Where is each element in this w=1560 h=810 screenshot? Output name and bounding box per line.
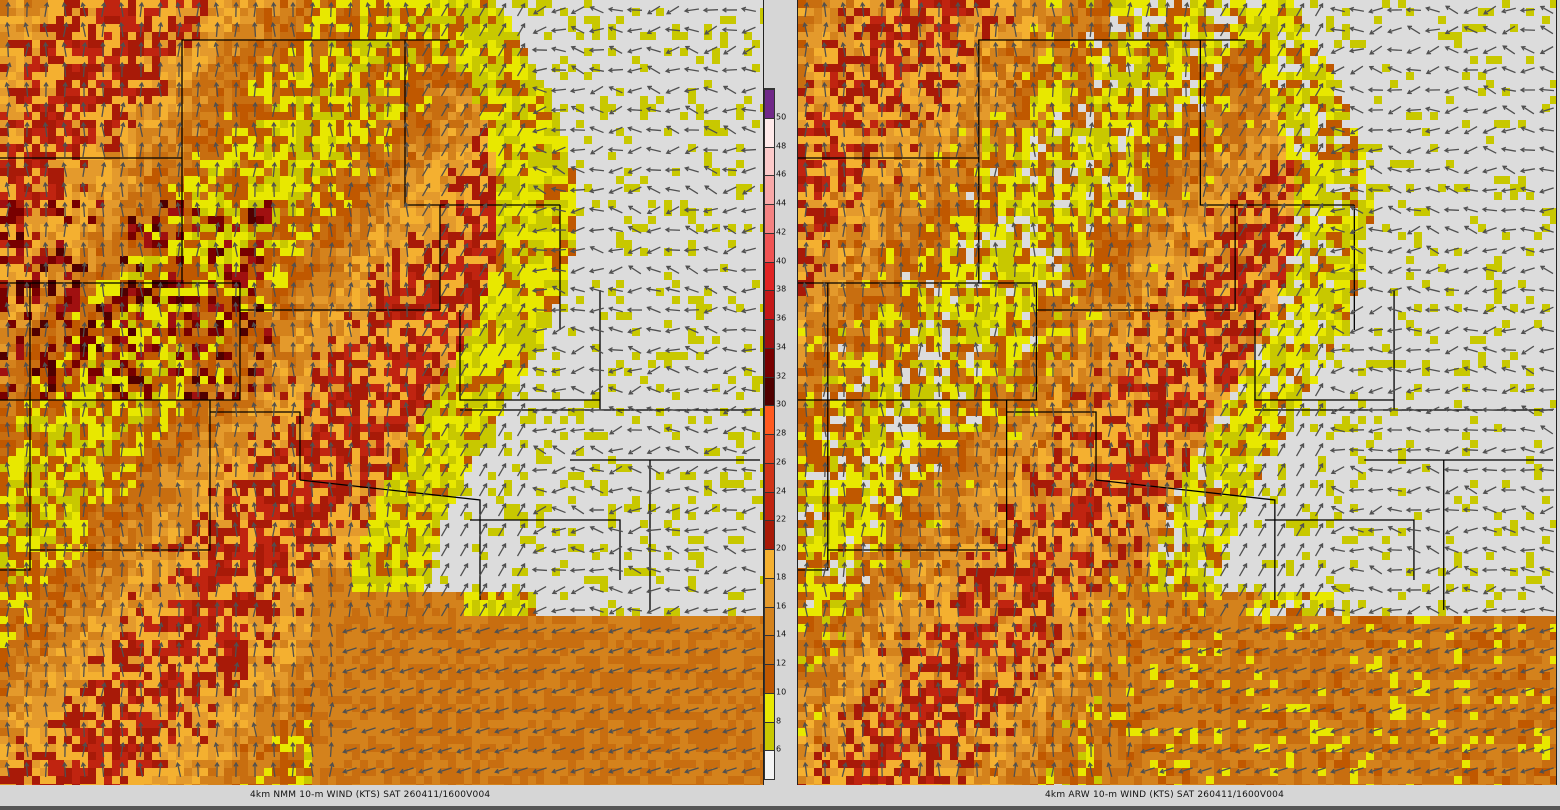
colorbar-label: 48 xyxy=(776,141,787,150)
colorbar-label: 34 xyxy=(776,342,787,352)
colorbar-label: 46 xyxy=(776,169,787,179)
colorbar-bin xyxy=(765,664,774,693)
wind-speed-shading xyxy=(798,0,1556,785)
colorbar-label: 24 xyxy=(776,486,787,495)
colorbar-bin xyxy=(765,750,774,779)
colorbar-label: 6 xyxy=(776,744,782,754)
colorbar-label: 16 xyxy=(776,601,787,610)
colorbar-label: 44 xyxy=(776,198,787,208)
colorbar-label: 50 xyxy=(776,112,787,122)
colorbar-bin xyxy=(765,232,774,262)
nmm-caption: 4km NMM 10-m WIND (KTS) SAT 260411/1600V… xyxy=(250,790,491,800)
colorbar-bin xyxy=(765,520,774,549)
colorbar-label: 12 xyxy=(776,658,787,668)
wind-speed-shading xyxy=(0,0,763,785)
colorbar-label: 26 xyxy=(776,457,787,467)
colorbar-bin xyxy=(765,405,774,434)
colorbar-label: 32 xyxy=(776,371,787,380)
colorbar-label: 38 xyxy=(776,284,787,294)
colorbar-label: 22 xyxy=(776,514,787,524)
colorbar-bin xyxy=(765,635,774,664)
state-boundaries xyxy=(798,39,1554,610)
colorbar-bin xyxy=(765,175,774,204)
colorbar-label: 18 xyxy=(776,572,787,582)
colorbar-label: 42 xyxy=(776,227,787,237)
colorbar-bin xyxy=(765,89,774,118)
colorbar-label: 28 xyxy=(776,428,787,438)
colorbar-label: 30 xyxy=(776,399,787,409)
state-boundaries xyxy=(0,39,760,610)
colorbar-bin xyxy=(765,462,774,492)
nmm-wind-map xyxy=(0,0,764,785)
colorbar-bin xyxy=(765,319,774,348)
colorbar-label: 36 xyxy=(776,313,787,323)
arw-caption: 4km ARW 10-m WIND (KTS) SAT 260411/1600V… xyxy=(1045,790,1284,800)
colorbar-label: 20 xyxy=(776,543,787,553)
colorbar-bin xyxy=(765,491,774,521)
colorbar-labels: 6 8 10 12 14 16 18 20 22 24 26 28 30 32 34 36 38 40 42 44 46… xyxy=(776,88,796,778)
colorbar-bin xyxy=(765,261,774,291)
colorbar-bin xyxy=(765,606,774,636)
colorbar-bin xyxy=(765,290,774,319)
colorbar-label: 14 xyxy=(776,629,787,639)
colorbar-bin xyxy=(765,434,774,463)
arw-wind-field xyxy=(798,0,1556,785)
colorbar-bin xyxy=(765,376,774,406)
bottom-divider xyxy=(0,806,1560,810)
colorbar-label: 10 xyxy=(776,687,787,697)
colorbar-label: 40 xyxy=(776,256,787,265)
colorbar-bin xyxy=(765,347,774,377)
colorbar-bin xyxy=(765,721,774,751)
colorbar-bin xyxy=(765,577,774,607)
wind-vectors xyxy=(4,1,757,778)
wind-vectors xyxy=(802,1,1555,778)
colorbar-label: 8 xyxy=(776,716,782,725)
colorbar-bin xyxy=(765,692,774,722)
colorbar-bin xyxy=(765,117,774,147)
arw-wind-map xyxy=(797,0,1557,785)
colorbar-bin xyxy=(765,549,774,578)
nmm-wind-field xyxy=(0,0,763,785)
colorbar-bin xyxy=(765,146,774,176)
wind-speed-colorbar xyxy=(764,88,775,780)
colorbar-bin xyxy=(765,204,774,233)
